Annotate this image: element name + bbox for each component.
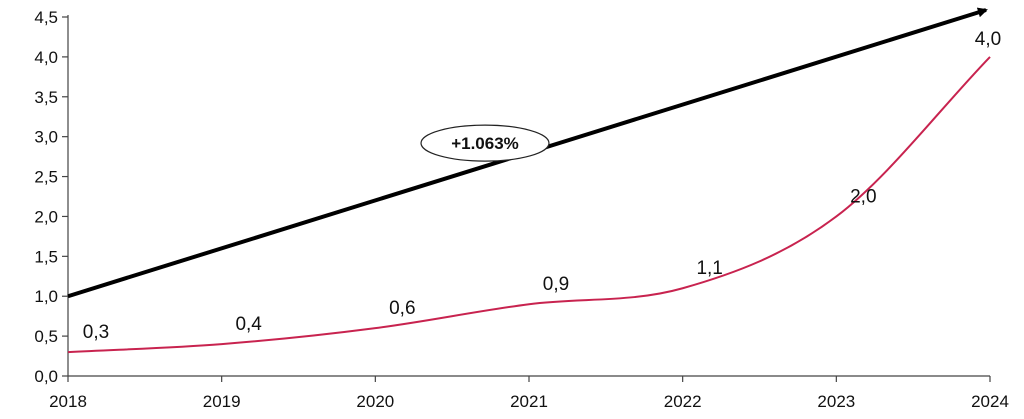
y-tick-label: 4,5	[34, 8, 58, 27]
x-tick-label: 2018	[49, 392, 87, 411]
y-tick-label: 0,5	[34, 327, 58, 346]
x-tick-label: 2019	[203, 392, 241, 411]
series-line	[67, 56, 991, 354]
data-label: 0,4	[235, 314, 262, 335]
growth-callout-bubble	[420, 124, 550, 162]
data-labels: 0,3 0,4 0,6 0,9 1,1 2,0 4,0	[83, 29, 1001, 343]
y-tick-label: 0,0	[34, 367, 58, 386]
x-tick-label: 2021	[510, 392, 548, 411]
growth-callout-label: +1.063%	[451, 134, 519, 153]
series-layer	[67, 56, 991, 354]
data-label: 4,0	[975, 29, 1001, 50]
data-label: 0,9	[543, 274, 569, 295]
data-label: 2,0	[850, 186, 876, 207]
y-tick-label: 3,5	[34, 88, 58, 107]
data-label: 0,6	[389, 298, 415, 319]
data-label: 0,3	[83, 322, 109, 343]
data-label: 1,1	[696, 258, 722, 279]
y-tick-label: 1,0	[34, 287, 58, 306]
y-tick-label: 4,0	[34, 48, 58, 67]
x-tick-label: 2024	[971, 392, 1009, 411]
x-tick-label: 2020	[356, 392, 394, 411]
axes: 0,0 0,5 1,0 1,5 2,0 2,5 3,0 3,5 4,0 4,5 2018 2019 20…	[34, 8, 1009, 411]
x-tick-label: 2022	[664, 392, 702, 411]
y-tick-label: 2,0	[34, 207, 58, 226]
annotation-layer: +1.063%	[67, 7, 988, 299]
y-tick-label: 2,5	[34, 168, 58, 187]
y-tick-label: 3,0	[34, 128, 58, 147]
y-tick-label: 1,5	[34, 247, 58, 266]
x-tick-label: 2023	[817, 392, 855, 411]
